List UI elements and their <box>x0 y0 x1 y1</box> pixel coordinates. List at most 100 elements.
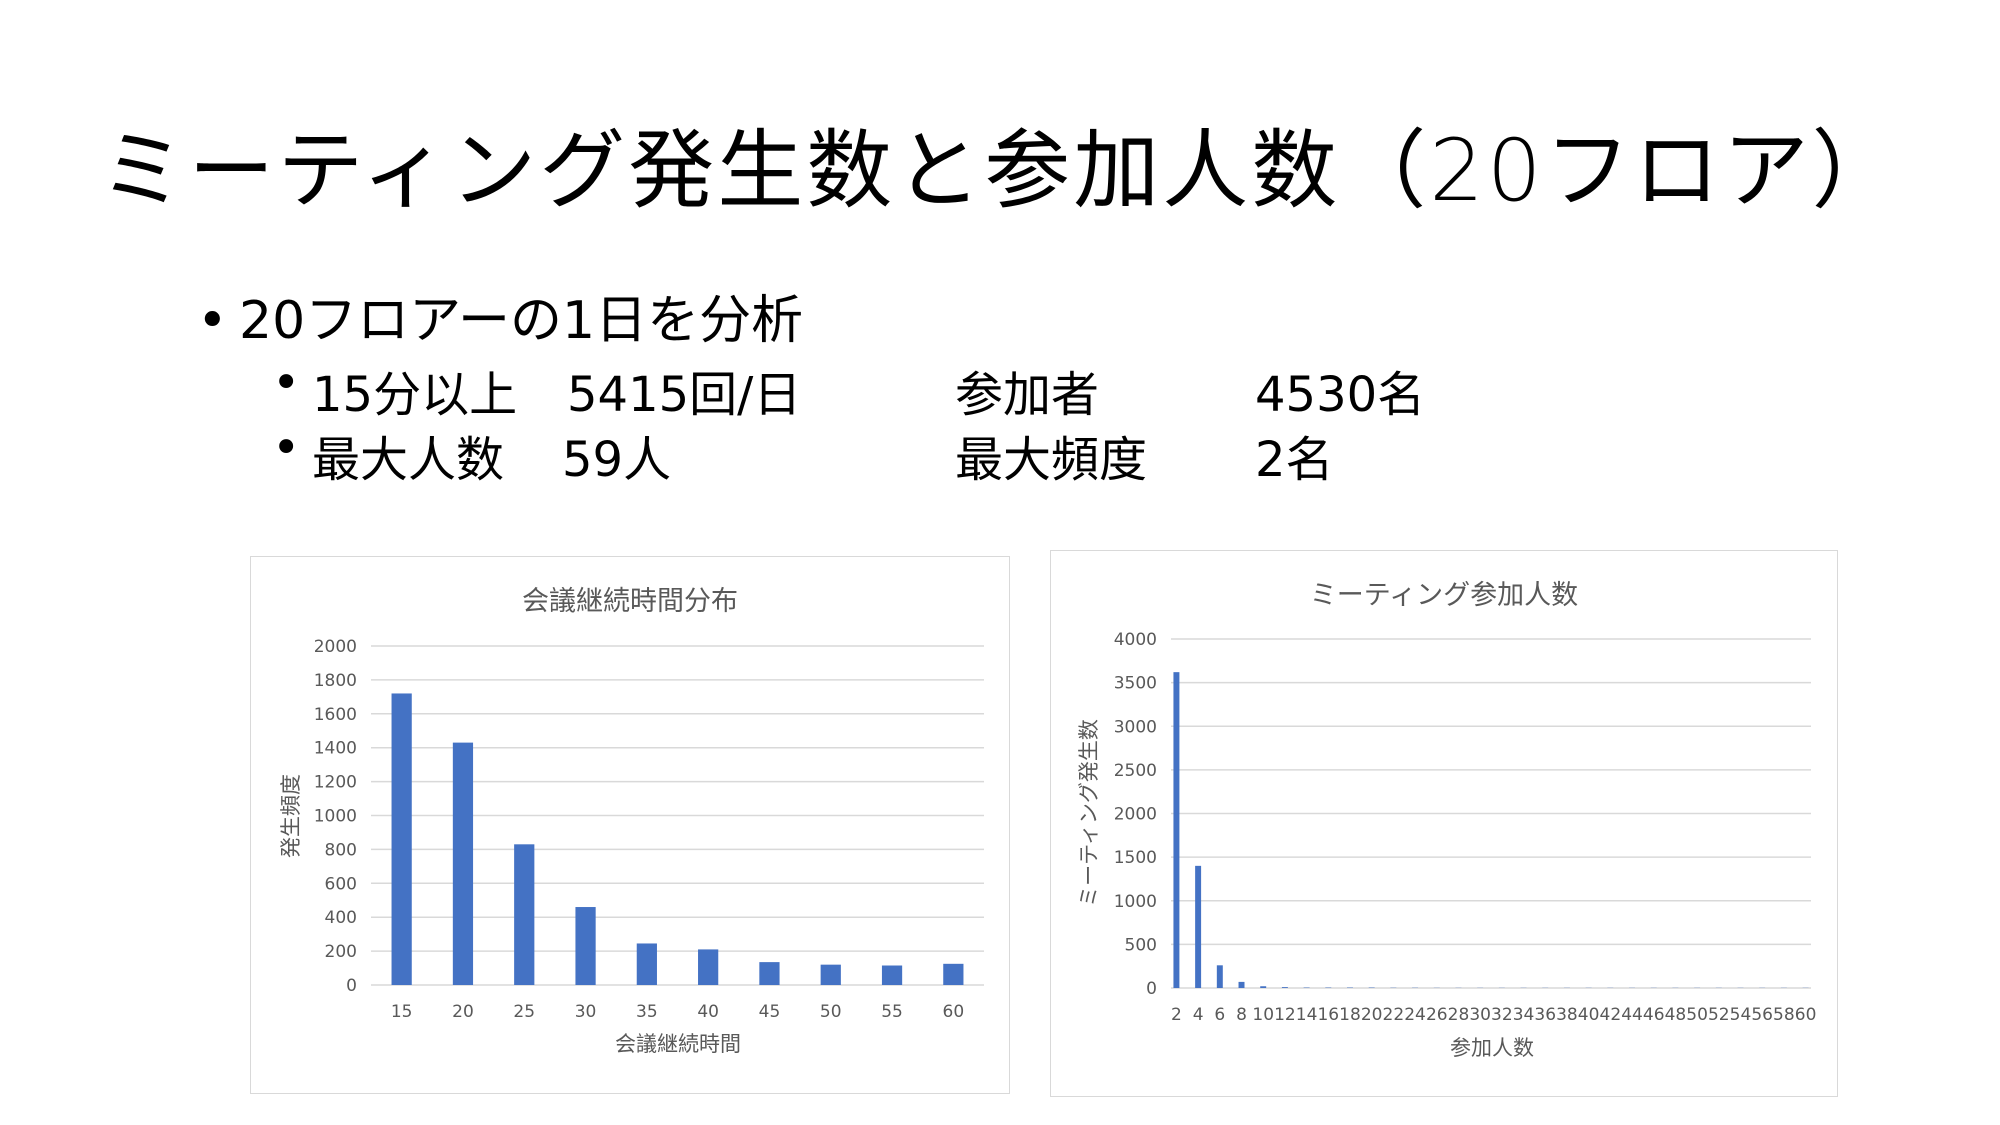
x-tick-label: 30 <box>575 1002 597 1022</box>
x-tick-label: 26 <box>1426 1005 1448 1025</box>
x-tick-label: 20 <box>1361 1005 1383 1025</box>
y-tick-label: 800 <box>325 840 357 860</box>
x-tick-label: 54 <box>1730 1005 1752 1025</box>
x-tick-label: 45 <box>759 1002 781 1022</box>
x-tick-label: 35 <box>636 1002 658 1022</box>
y-tick-label: 600 <box>325 874 357 894</box>
x-tick-label: 24 <box>1404 1005 1426 1025</box>
row-value: 59人 <box>562 432 672 488</box>
y-tick-label: 200 <box>325 942 357 962</box>
row-value-2: 2名 <box>1255 432 1334 488</box>
x-tick-label: 10 <box>1252 1005 1274 1025</box>
slide-title: ミーティング発生数と参加人数（20フロア） <box>99 121 1901 221</box>
x-tick-label: 55 <box>881 1002 903 1022</box>
row-label-2: 参加者 <box>955 367 1100 423</box>
bar <box>1195 865 1202 988</box>
y-tick-label: 1000 <box>314 807 357 827</box>
bullet-dot: • <box>272 420 301 476</box>
main-bullet-text: 20フロアーの1日を分析 <box>239 291 804 351</box>
x-tick-label: 46 <box>1643 1005 1665 1025</box>
y-tick-label: 0 <box>1146 979 1157 999</box>
bar <box>1281 987 1288 988</box>
row-label: 最大人数 <box>312 432 505 488</box>
x-tick-label: 36 <box>1534 1005 1556 1025</box>
x-tick-label: 34 <box>1513 1005 1535 1025</box>
y-tick-label: 2000 <box>314 637 357 657</box>
x-tick-label: 58 <box>1773 1005 1795 1025</box>
x-tick-label: 16 <box>1317 1005 1339 1025</box>
bar <box>1173 672 1180 988</box>
bar <box>391 693 412 985</box>
x-tick-label: 44 <box>1621 1005 1643 1025</box>
y-axis-label: 発生頻度 <box>279 774 303 858</box>
x-axis-label: 会議継続時間 <box>615 1032 741 1056</box>
x-tick-label: 28 <box>1448 1005 1470 1025</box>
row-label-2: 最大頻度 <box>955 432 1148 488</box>
chart-title: 会議継続時間分布 <box>522 586 738 617</box>
y-tick-label: 3000 <box>1114 717 1157 737</box>
x-tick-label: 15 <box>391 1002 413 1022</box>
x-tick-label: 42 <box>1600 1005 1622 1025</box>
y-tick-label: 0 <box>346 976 357 996</box>
x-tick-label: 20 <box>452 1002 474 1022</box>
bar <box>514 844 535 985</box>
bar <box>1216 965 1223 988</box>
duration-chart-plot: 0 200 400 600 800 1000 1200 1400 1600 1800 2000 15 2… <box>279 637 984 1056</box>
row-value-2: 4530名 <box>1255 367 1426 423</box>
x-tick-label: 38 <box>1556 1005 1578 1025</box>
y-tick-label: 1000 <box>1114 892 1157 912</box>
y-tick-label: 2000 <box>1114 805 1157 825</box>
y-tick-label: 500 <box>1125 935 1157 955</box>
x-tick-label: 48 <box>1665 1005 1687 1025</box>
x-tick-label: 40 <box>1578 1005 1600 1025</box>
x-tick-label: 4 <box>1193 1005 1204 1025</box>
bar <box>452 742 474 985</box>
bar <box>636 943 657 985</box>
row-label: 15分以上 <box>312 367 518 423</box>
x-tick-label: 60 <box>1795 1005 1817 1025</box>
chart-title: ミーティング参加人数 <box>1309 580 1579 611</box>
main-bullet: • 20フロアーの1日を分析 <box>197 278 803 353</box>
bullet-dot: • <box>197 291 228 351</box>
bar <box>881 965 903 985</box>
participants-chart: ミーティング参加人数 0 500 1000 1500 2000 2500 3000 3500 4… <box>1050 550 1838 1097</box>
bar <box>943 963 964 985</box>
x-tick-label: 12 <box>1274 1005 1296 1025</box>
x-tick-label: 6 <box>1214 1005 1225 1025</box>
y-tick-label: 1200 <box>314 773 357 793</box>
bar <box>820 964 841 985</box>
y-tick-label: 1400 <box>314 739 357 759</box>
y-tick-label: 3500 <box>1114 674 1157 694</box>
y-tick-label: 1500 <box>1114 848 1157 868</box>
x-tick-label: 40 <box>697 1002 719 1022</box>
y-tick-label: 2500 <box>1114 761 1157 781</box>
x-tick-label: 50 <box>1686 1005 1708 1025</box>
bar <box>1238 981 1245 988</box>
x-tick-label: 8 <box>1236 1005 1247 1025</box>
duration-chart: 会議継続時間分布 0 200 400 600 800 1000 1200 1400 1600 18… <box>250 556 1010 1094</box>
x-tick-label: 14 <box>1296 1005 1318 1025</box>
x-tick-label: 56 <box>1751 1005 1773 1025</box>
bullet-dot: • <box>272 355 301 411</box>
x-tick-label: 32 <box>1491 1005 1513 1025</box>
x-tick-label: 60 <box>943 1002 965 1022</box>
x-tick-label: 25 <box>513 1002 535 1022</box>
x-tick-label: 50 <box>820 1002 842 1022</box>
x-tick-label: 2 <box>1171 1005 1182 1025</box>
bar <box>759 962 780 985</box>
sub-bullet-row-1: • 15分以上 5415回/日 参加者 4530名 <box>272 355 1472 423</box>
y-tick-label: 1800 <box>314 671 357 691</box>
y-axis-label: ミーティング発生数 <box>1077 719 1101 907</box>
x-tick-label: 30 <box>1469 1005 1491 1025</box>
bar <box>698 949 719 985</box>
bar <box>1260 986 1267 988</box>
x-tick-label: 52 <box>1708 1005 1730 1025</box>
x-axis-label: 参加人数 <box>1450 1036 1534 1060</box>
bar <box>575 907 596 985</box>
y-tick-label: 4000 <box>1114 630 1157 650</box>
sub-bullet-row-2: • 最大人数 59人 最大頻度 2名 <box>272 420 1472 488</box>
x-tick-label: 22 <box>1383 1005 1405 1025</box>
x-tick-label: 18 <box>1339 1005 1361 1025</box>
y-tick-label: 1600 <box>314 705 357 725</box>
